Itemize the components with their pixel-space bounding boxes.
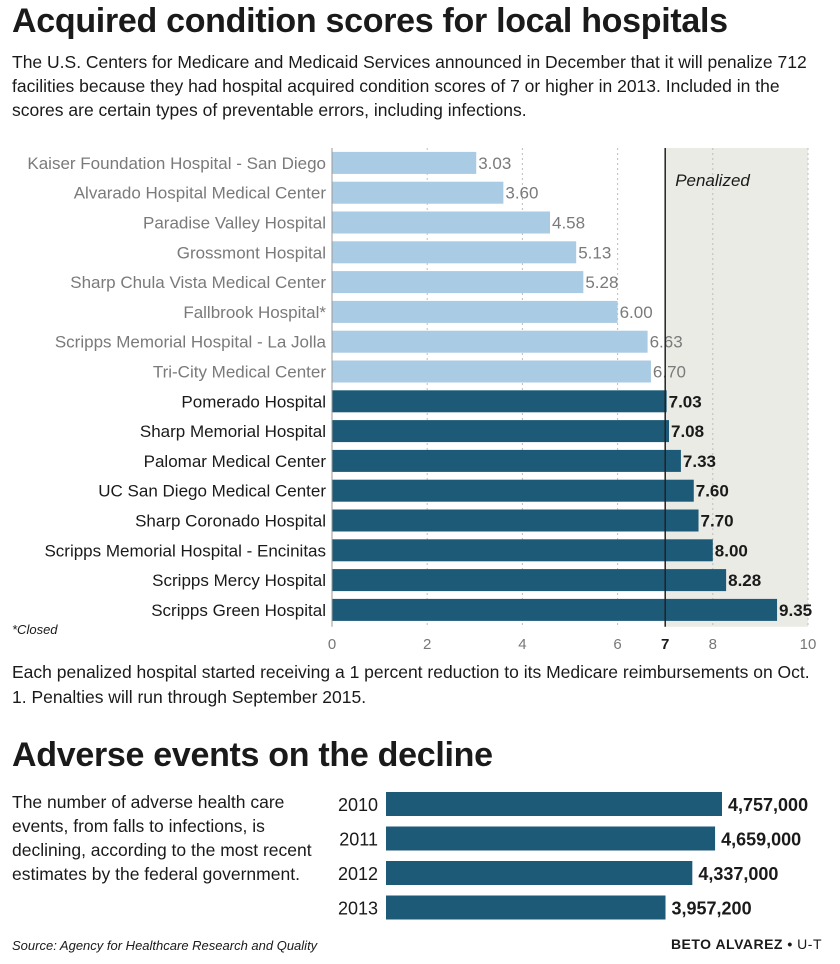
bar-4 — [332, 241, 577, 264]
x-tick-label: 7 — [661, 636, 669, 653]
penalized-label: Penalized — [675, 171, 750, 190]
value-label: 4,659,000 — [721, 830, 801, 850]
category-label: Scripps Memorial Hospital - La Jolla — [55, 333, 327, 352]
value-label: 5.28 — [585, 273, 618, 292]
value-label: 8.00 — [715, 541, 748, 560]
bar-9 — [332, 390, 667, 413]
x-tick-label: 6 — [613, 636, 621, 653]
category-label: UC San Diego Medical Center — [98, 482, 326, 501]
chart-title: Acquired condition scores for local hosp… — [12, 2, 728, 40]
category-label: Scripps Mercy Hospital — [152, 571, 326, 590]
value-label: 3.03 — [478, 154, 511, 173]
value-label: 5.13 — [578, 243, 611, 262]
value-label: 6.70 — [653, 363, 686, 382]
adverse-events-description: The number of adverse health care events… — [12, 792, 312, 884]
credit-org: U-T — [797, 936, 822, 952]
value-label: 7.60 — [696, 482, 729, 501]
value-label: 7.70 — [701, 512, 734, 531]
x-tick-label: 8 — [709, 636, 717, 653]
year-label: 2010 — [338, 795, 378, 815]
category-label: Scripps Green Hospital — [151, 601, 326, 620]
year-label: 2013 — [338, 899, 378, 919]
bar-2 — [332, 181, 504, 204]
bar-12 — [332, 479, 694, 502]
category-label: Sharp Memorial Hospital — [140, 422, 326, 441]
category-label: Fallbrook Hospital* — [183, 303, 326, 322]
adverse-events-title: Adverse events on the decline — [12, 736, 493, 774]
value-label: 3.60 — [505, 184, 538, 203]
bar-11 — [332, 449, 681, 472]
bar-14 — [332, 539, 713, 562]
bar-2011 — [386, 826, 716, 851]
category-label: Paradise Valley Hospital — [143, 214, 326, 233]
year-label: 2012 — [338, 864, 378, 884]
closed-footnote: *Closed — [12, 622, 58, 637]
category-label: Kaiser Foundation Hospital - San Diego — [27, 154, 326, 173]
value-label: 9.35 — [779, 601, 812, 620]
bar-6 — [332, 300, 618, 323]
bar-7 — [332, 330, 648, 353]
adverse-events-chart: 2010 4,757,000 2011 4,659,000 2012 4,337,000 2… — [338, 792, 808, 920]
category-label: Scripps Memorial Hospital - Encinitas — [44, 541, 326, 560]
bar-3 — [332, 211, 551, 234]
x-tick-label: 10 — [800, 636, 817, 653]
year-label: 2011 — [339, 830, 378, 850]
bar-2012 — [386, 861, 693, 885]
bar-5 — [332, 271, 584, 294]
value-label: 4.58 — [552, 214, 585, 233]
credit-separator: • — [782, 936, 798, 952]
value-label: 7.08 — [671, 422, 704, 441]
bar-16 — [332, 598, 778, 621]
credit: BETO ALVAREZ • U-T — [671, 936, 822, 952]
bar-2013 — [386, 895, 666, 920]
bar-13 — [332, 509, 699, 532]
value-label: 7.33 — [683, 452, 716, 471]
source-note: Source: Agency for Healthcare Research a… — [12, 938, 318, 953]
credit-name: BETO ALVAREZ — [670, 936, 783, 952]
x-tick-label: 0 — [328, 636, 336, 653]
penalty-note: Each penalized hospital started receivin… — [12, 662, 810, 707]
category-label: Pomerado Hospital — [181, 392, 326, 411]
value-label: 7.03 — [669, 392, 702, 411]
category-label: Palomar Medical Center — [144, 452, 327, 471]
category-label: Grossmont Hospital — [177, 243, 326, 262]
x-tick-label: 2 — [423, 636, 431, 653]
value-label: 6.63 — [650, 333, 683, 352]
category-label: Tri-City Medical Center — [153, 363, 327, 382]
bar-8 — [332, 360, 651, 383]
bar-2010 — [386, 792, 722, 816]
bar-10 — [332, 420, 670, 443]
category-label: Sharp Chula Vista Medical Center — [70, 273, 326, 292]
value-label: 3,957,200 — [672, 899, 752, 919]
value-label: 8.28 — [728, 571, 761, 590]
x-tick-label: 4 — [518, 636, 526, 653]
bar-1 — [332, 151, 477, 174]
category-label: Sharp Coronado Hospital — [135, 512, 326, 531]
category-label: Alvarado Hospital Medical Center — [74, 184, 327, 203]
value-label: 6.00 — [620, 303, 653, 322]
hospital-scores-chart: Penalized Kaiser Foundation Hospital - Sa… — [27, 148, 817, 653]
bar-15 — [332, 569, 727, 592]
value-label: 4,337,000 — [698, 864, 778, 884]
value-label: 4,757,000 — [728, 795, 808, 815]
intro-text: The U.S. Centers for Medicare and Medica… — [12, 52, 807, 120]
